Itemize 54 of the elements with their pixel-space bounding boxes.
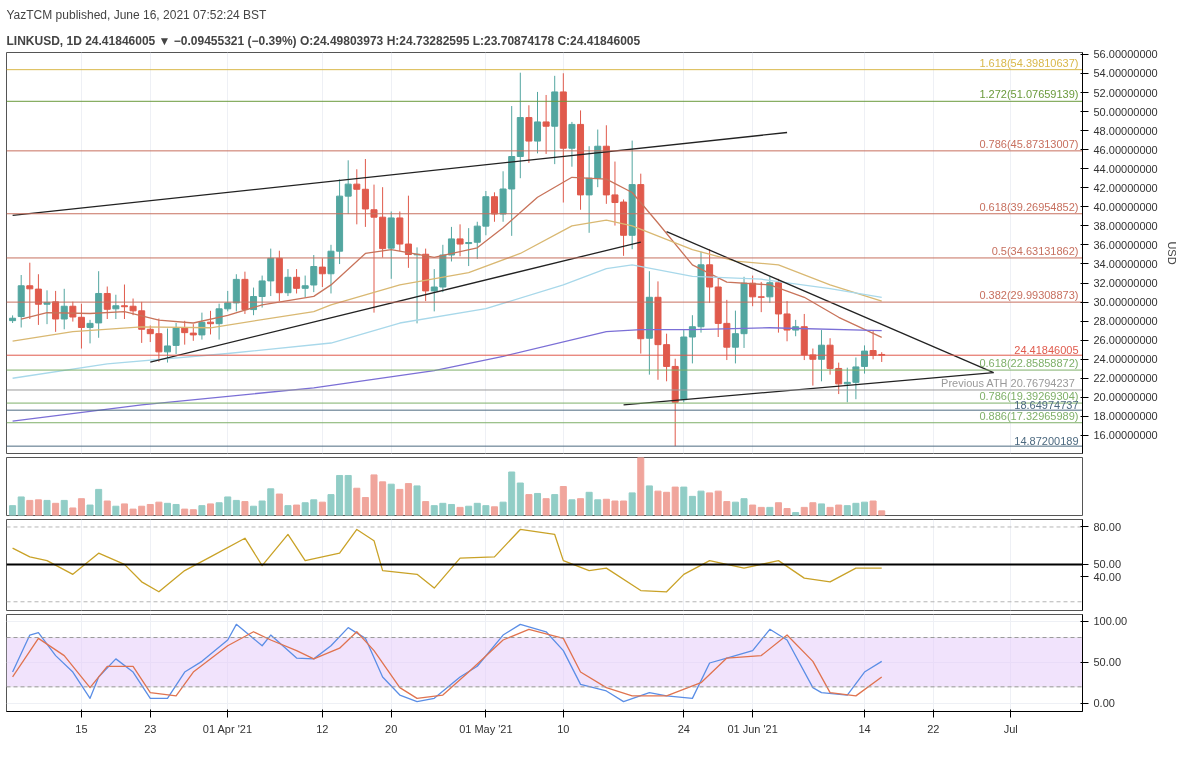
y-tick-label: 30.00000000: [1093, 296, 1158, 309]
y-tick-label: 16.00000000: [1093, 429, 1158, 442]
y-tick-label: 34.00000000: [1093, 257, 1158, 270]
x-tick-label: 24: [677, 722, 690, 735]
x-tick-label: 15: [75, 722, 88, 735]
ref-line-label: 1.618(54.39810637): [979, 56, 1079, 69]
x-tick-label: 12: [316, 722, 329, 735]
y-tick-label: 20.00000000: [1093, 391, 1158, 404]
ref-line-label: 0.886(17.32965989): [979, 409, 1079, 422]
y-tick-label: 26.00000000: [1093, 334, 1158, 347]
ref-line-label: Previous ATH 20.76794237: [941, 376, 1075, 389]
y-axis-title: USD: [1165, 241, 1178, 265]
x-tick-label: 10: [557, 722, 570, 735]
y-tick-label: 48.00000000: [1093, 124, 1158, 137]
y-tick-label: 28.00000000: [1093, 315, 1158, 328]
y-tick-label: 100.00: [1093, 615, 1128, 628]
y-tick-label: 18.00000000: [1093, 410, 1158, 423]
chart-subtitle: LINKUSD, 1D 24.41846005 ▼ −0.09455321 (−0.39%) O:24.49803973 H:24.73282595 L:23.70874178 C:24.41846005: [6, 33, 641, 48]
y-tick-label: 42.00000000: [1093, 181, 1158, 194]
y-tick-label: 54.00000000: [1093, 67, 1158, 80]
y-tick-label: 38.00000000: [1093, 219, 1158, 232]
x-tick-label: Jul: [1003, 722, 1018, 735]
ref-line-label: 0.786(45.87313007): [979, 137, 1079, 150]
y-tick-label: 50.00000000: [1093, 105, 1158, 118]
ref-line-label: 24.41846005: [1014, 344, 1079, 357]
y-tick-label: 50.00: [1093, 656, 1122, 669]
ref-line-label: 0.618(39.26954852): [979, 200, 1079, 213]
y-tick-label: 50.00: [1093, 558, 1122, 571]
ref-line-label: 0.618(22.85858872): [979, 357, 1079, 370]
ref-line-label: 14.87200189: [1014, 435, 1079, 448]
y-tick-label: 24.00000000: [1093, 353, 1158, 366]
y-tick-label: 52.00000000: [1093, 86, 1158, 99]
y-tick-label: 46.00000000: [1093, 143, 1158, 156]
x-tick-label: 01 May '21: [459, 722, 513, 735]
y-tick-label: 0.00: [1093, 697, 1115, 710]
y-tick-label: 40.00: [1093, 570, 1122, 583]
y-tick-label: 32.00000000: [1093, 277, 1158, 289]
ref-line-label: 0.5(34.63131862): [991, 244, 1079, 257]
x-tick-label: 23: [144, 722, 157, 735]
chart-title: YazTCM published, June 16, 2021 07:52:24 BST: [6, 7, 268, 22]
x-tick-label: 01 Apr '21: [202, 722, 253, 735]
y-tick-label: 56.00000000: [1093, 48, 1158, 61]
ref-line-label: 1.272(51.07659139): [979, 88, 1079, 101]
y-tick-label: 36.00000000: [1093, 238, 1158, 251]
y-tick-label: 40.00000000: [1093, 200, 1158, 213]
y-tick-label: 22.00000000: [1093, 372, 1158, 385]
ref-line-label: 0.786(19.39269304): [979, 390, 1079, 403]
x-tick-label: 14: [858, 722, 871, 735]
x-tick-label: 20: [385, 722, 398, 735]
x-tick-label: 01 Jun '21: [727, 722, 778, 735]
ref-line-label: 0.382(29.99308873): [979, 289, 1079, 302]
y-tick-label: 80.00: [1093, 520, 1122, 533]
x-tick-label: 22: [927, 722, 940, 735]
y-tick-label: 44.00000000: [1093, 162, 1158, 175]
